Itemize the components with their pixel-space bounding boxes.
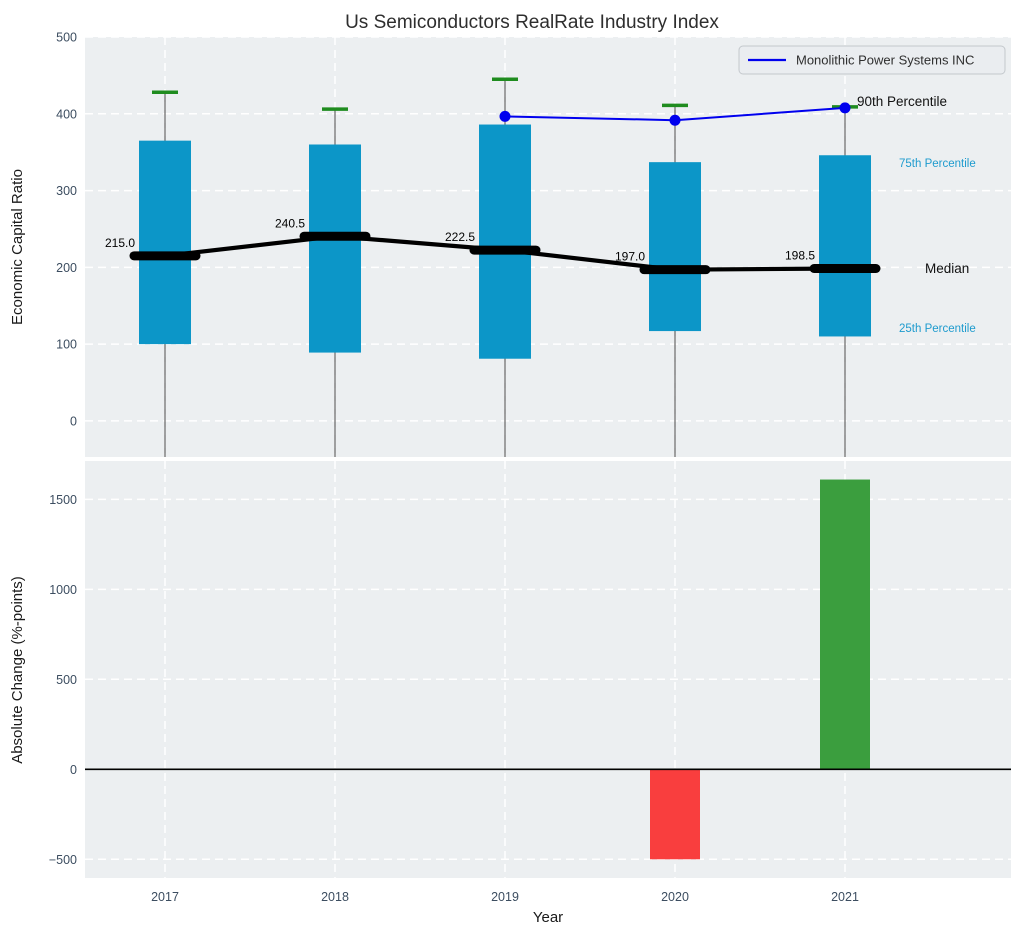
legend: Monolithic Power Systems INC (738, 45, 1006, 75)
xtick-2020: 2020 (661, 890, 689, 904)
y-axis-label-bottom: Absolute Change (%-points) (9, 576, 26, 764)
top-ytick-0: 0 (70, 414, 77, 428)
bottom-ytick-0: 0 (70, 763, 77, 777)
xtick-2021: 2021 (831, 890, 859, 904)
box-2017 (139, 140, 191, 345)
top-ytick-400: 400 (56, 107, 77, 121)
median-value-2017: 215.0 (105, 236, 135, 250)
annotation-90th-percentile: 90th Percentile (857, 94, 947, 109)
company-dot-2019 (499, 110, 511, 122)
box-2021 (819, 155, 871, 337)
median-value-2021: 198.5 (785, 248, 815, 262)
x-axis-label: Year (533, 909, 563, 926)
top-ytick-300: 300 (56, 184, 77, 198)
xtick-2018: 2018 (321, 890, 349, 904)
median-value-2018: 240.5 (275, 216, 305, 230)
bottom-ytick--500: −500 (49, 853, 77, 867)
y-axis-label-top: Economic Capital Ratio (9, 169, 26, 325)
legend-box (738, 45, 1006, 75)
top-ytick-500: 500 (56, 31, 77, 45)
bottom-subplot: −500 0 500 1000 1500 2017 2018 2019 2020 2021 (49, 461, 1011, 904)
xtick-2017: 2017 (151, 890, 179, 904)
median-value-2019: 222.5 (445, 230, 475, 244)
box-2020 (649, 162, 701, 332)
annotation-25th-percentile: 25th Percentile (899, 323, 976, 335)
top-subplot: 0 100 200 300 400 500 215.0 240.5 222.5 197.0 198.… (56, 31, 1011, 457)
box-2018 (309, 144, 361, 353)
annotation-median: Median (925, 261, 969, 276)
bar-2021 (820, 479, 870, 770)
legend-label: Monolithic Power Systems INC (796, 53, 974, 68)
company-dot-2020 (669, 114, 681, 126)
company-dot-2021 (839, 102, 851, 114)
annotation-75th-percentile: 75th Percentile (899, 158, 976, 170)
chart-title: Us Semiconductors RealRate Industry Inde… (345, 12, 719, 33)
bottom-ytick-1500: 1500 (49, 493, 77, 507)
top-ytick-200: 200 (56, 261, 77, 275)
top-ytick-100: 100 (56, 338, 77, 352)
box-2019 (479, 124, 531, 359)
bottom-ytick-1000: 1000 (49, 583, 77, 597)
bottom-axes-background (85, 461, 1011, 878)
xtick-2019: 2019 (491, 890, 519, 904)
bottom-ytick-500: 500 (56, 673, 77, 687)
bar-2020 (650, 769, 700, 860)
median-value-2020: 197.0 (615, 250, 645, 264)
